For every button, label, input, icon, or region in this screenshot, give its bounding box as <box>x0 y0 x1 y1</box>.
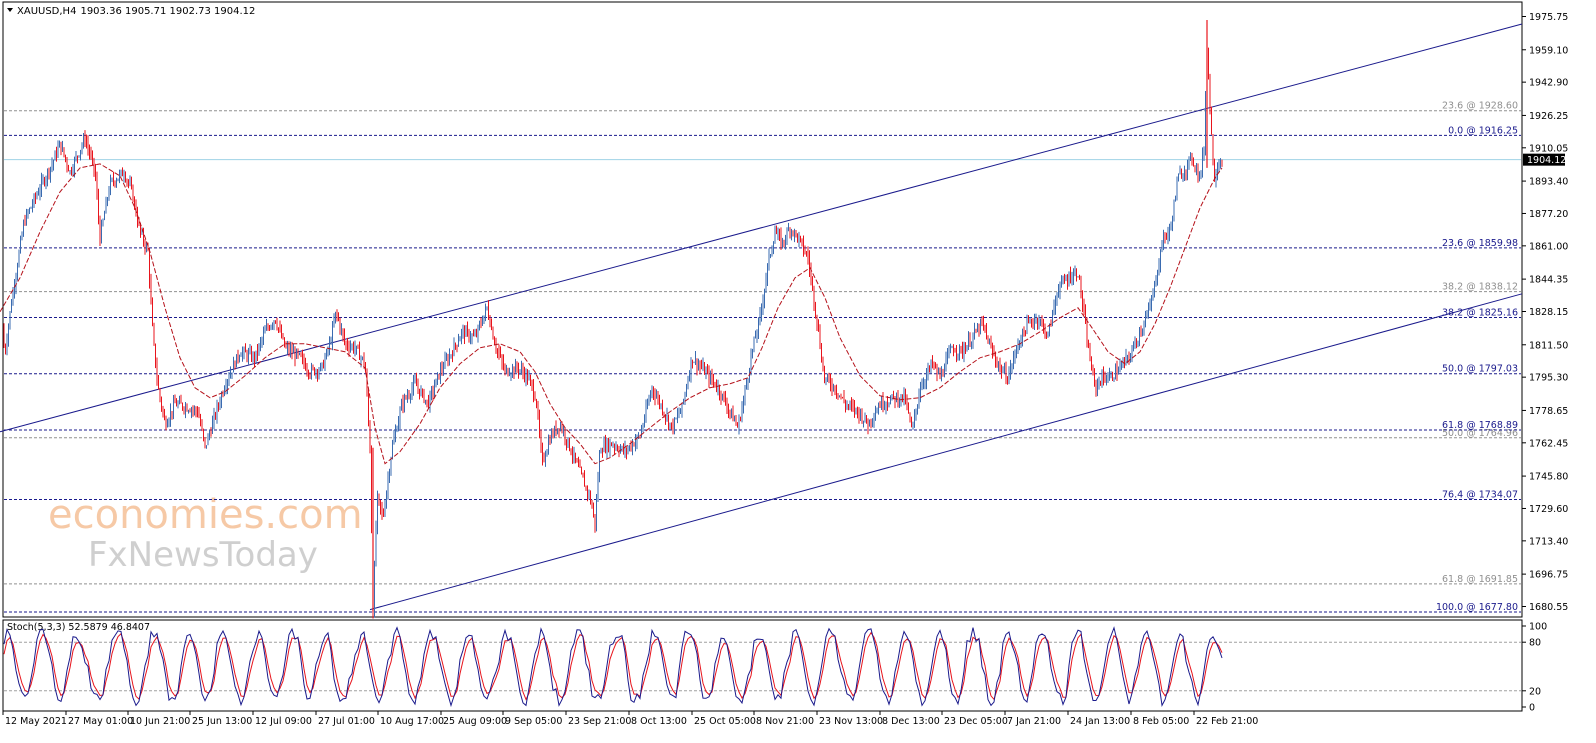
time-tick-label: 25 Aug 09:00 <box>443 716 507 727</box>
time-tick-label: 10 Jun 21:00 <box>130 716 190 727</box>
channel-lower-line <box>369 293 1523 611</box>
time-tick-label: 27 Jul 01:00 <box>318 716 375 727</box>
fib-label-secondary-2: 50.0 @ 1764.96 <box>1442 428 1518 439</box>
time-tick-label: 25 Jun 13:00 <box>192 716 252 727</box>
time-tick-label: 24 Jan 13:00 <box>1070 716 1130 727</box>
price-tick-label: 1745.80 <box>1529 472 1568 483</box>
fib-label-primary-2: 38.2 @ 1825.16 <box>1442 307 1518 318</box>
time-tick-label: 23 Dec 05:00 <box>944 716 1008 727</box>
fibonacci-levels: 23.6 @ 1928.60 38.2 @ 1838.12 50.0 @ 1764.… <box>4 101 1521 613</box>
watermark-economies: economies.com <box>48 492 363 538</box>
price-axis[interactable]: 1975.75 1959.10 1942.90 1926.25 1910.05 1893.… <box>1522 12 1568 613</box>
stochastic-oscillator <box>3 626 1521 708</box>
stoch-panel-frame <box>2 619 1523 712</box>
time-tick-label: 8 Dec 13:00 <box>882 716 940 727</box>
moving-average <box>0 163 1223 465</box>
fib-label-secondary-0: 23.6 @ 1928.60 <box>1442 101 1518 112</box>
time-tick-label: 25 Oct 05:00 <box>694 716 756 727</box>
trend-channel <box>0 23 1523 611</box>
price-tick-label: 1811.50 <box>1529 340 1568 351</box>
fib-label-primary-0: 0.0 @ 1916.25 <box>1448 125 1518 136</box>
stoch-signal-line <box>3 631 1223 701</box>
time-tick-label: 7 Jan 21:00 <box>1007 716 1061 727</box>
stoch-tick-label: 20 <box>1529 686 1541 697</box>
fib-label-primary-3: 50.0 @ 1797.03 <box>1442 364 1518 375</box>
stoch-title: Stoch(5,3,3) 52.5879 46.8407 <box>7 622 150 633</box>
symbol-label: XAUUSD,H4 <box>17 6 76 17</box>
fib-label-primary-5: 76.4 @ 1734.07 <box>1442 490 1518 501</box>
fib-label-primary-4: 61.8 @ 1768.89 <box>1442 420 1518 431</box>
time-tick-label: 10 Aug 17:00 <box>380 716 444 727</box>
time-tick-label: 8 Nov 21:00 <box>756 716 814 727</box>
price-series <box>3 19 1223 619</box>
time-tick-label: 23 Sep 21:00 <box>568 716 631 727</box>
current-price-box <box>1523 153 1565 166</box>
time-tick-label: 8 Feb 05:00 <box>1133 716 1189 727</box>
price-tick-label: 1696.75 <box>1529 570 1568 581</box>
stoch-main-line <box>3 626 1223 708</box>
price-tick-label: 1713.40 <box>1529 536 1568 547</box>
price-tick-label: 1893.40 <box>1529 177 1568 188</box>
price-tick-label: 1844.35 <box>1529 275 1568 286</box>
price-tick-label: 1877.20 <box>1529 209 1568 220</box>
fib-label-primary-1: 23.6 @ 1859.98 <box>1442 238 1518 249</box>
time-tick-label: 23 Nov 13:00 <box>819 716 883 727</box>
stoch-axis: 100 80 20 0 <box>1522 622 1547 714</box>
price-tick-label: 1942.90 <box>1529 78 1568 89</box>
price-tick-label: 1795.30 <box>1529 373 1568 384</box>
fib-label-secondary-3: 61.8 @ 1691.85 <box>1442 574 1518 585</box>
price-tick-label: 1680.55 <box>1529 602 1568 613</box>
price-tick-label: 1861.00 <box>1529 241 1568 252</box>
stoch-tick-label: 80 <box>1529 638 1541 649</box>
channel-upper-line <box>0 23 1523 433</box>
time-tick-label: 8 Oct 13:00 <box>631 716 687 727</box>
time-tick-label: 27 May 01:00 <box>68 716 133 727</box>
price-tick-label: 1828.15 <box>1529 307 1568 318</box>
price-tick-label: 1975.75 <box>1529 12 1568 23</box>
fib-label-primary-6: 100.0 @ 1677.80 <box>1436 602 1518 613</box>
price-tick-label: 1910.05 <box>1529 143 1568 154</box>
time-tick-label: 22 Feb 21:00 <box>1196 716 1258 727</box>
symbol-dropdown-icon[interactable] <box>7 8 13 12</box>
ma-line <box>0 163 1223 465</box>
watermark-fxnewstoday: FxNewsToday <box>88 535 318 575</box>
fib-label-secondary-1: 38.2 @ 1838.12 <box>1442 282 1518 293</box>
stoch-tick-label: 0 <box>1529 703 1535 714</box>
price-tick-label: 1778.65 <box>1529 406 1568 417</box>
time-tick-label: 12 May 2021 <box>5 716 67 727</box>
ohlc-values: 1903.36 1905.71 1902.73 1904.12 <box>80 6 255 17</box>
price-tick-label: 1959.10 <box>1529 45 1568 56</box>
price-tick-label: 1762.45 <box>1529 438 1568 449</box>
time-tick-label: 9 Sep 05:00 <box>505 716 562 727</box>
stoch-tick-label: 100 <box>1529 622 1547 633</box>
current-price-label: 1904.12 <box>1527 155 1566 166</box>
price-tick-label: 1926.25 <box>1529 111 1568 122</box>
price-tick-label: 1729.60 <box>1529 504 1568 515</box>
time-tick-label: 12 Jul 09:00 <box>255 716 312 727</box>
